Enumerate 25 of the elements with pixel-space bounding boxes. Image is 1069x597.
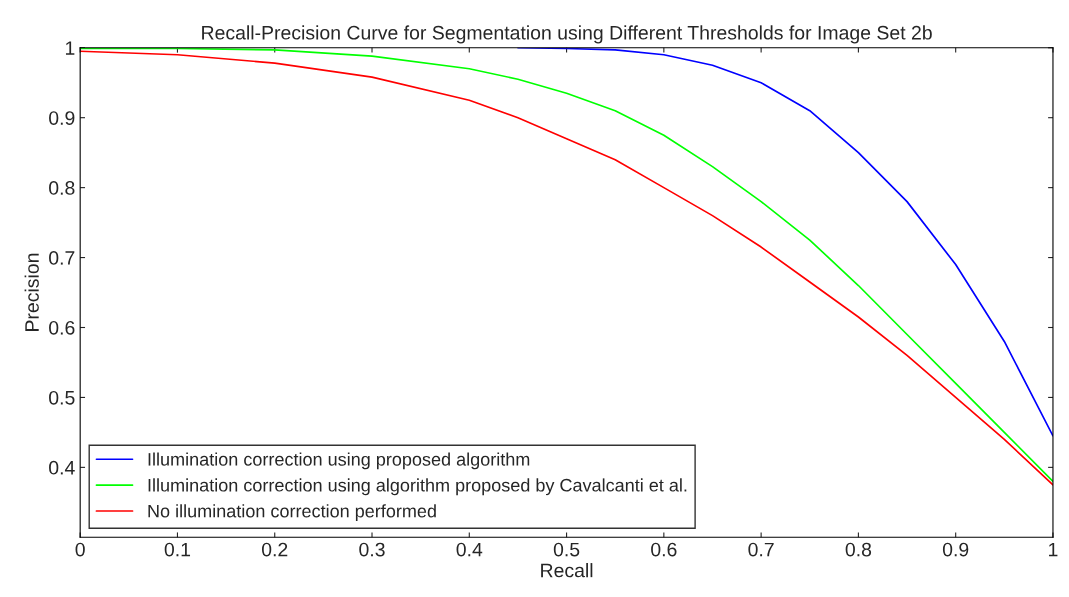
- x-tick-label: 0.1: [164, 542, 191, 557]
- chart-title: Recall-Precision Curve for Segmentation using Different Thresholds for Image Set 2b: [202, 25, 932, 44]
- legend-label: Illumination correction using proposed algorithm: [148, 452, 530, 470]
- y-axis-title: Precision: [24, 253, 39, 331]
- x-tick-label: 0.4: [456, 542, 483, 557]
- x-tick-label: 0.6: [651, 542, 677, 557]
- y-tick-label: 0.7: [49, 251, 75, 265]
- x-tick-label: 0.5: [553, 542, 580, 557]
- x-tick-label: 0.8: [845, 542, 872, 557]
- x-tick-label: 0.9: [942, 542, 969, 557]
- y-tick-label: 0.4: [49, 460, 75, 475]
- x-tick-label: 0.3: [359, 542, 385, 557]
- legend-label: Illumination correction using algorithm proposed by Cavalcanti et al.: [148, 478, 687, 496]
- y-tick-label: 0.6: [49, 320, 75, 335]
- y-tick-label: 1: [65, 41, 75, 55]
- line-series: [517, 47, 1053, 437]
- x-tick-label: 1: [1049, 542, 1058, 557]
- y-tick-label: 0.9: [49, 111, 75, 125]
- x-tick-label: 0: [75, 542, 85, 557]
- y-tick-label: 0.5: [49, 390, 75, 405]
- legend-label: No illumination correction performed: [148, 504, 436, 522]
- x-tick-label: 0.7: [748, 542, 774, 557]
- x-axis-title: Recall: [541, 563, 593, 578]
- y-tick-label: 0.8: [49, 181, 75, 195]
- x-tick-label: 0.2: [261, 542, 288, 557]
